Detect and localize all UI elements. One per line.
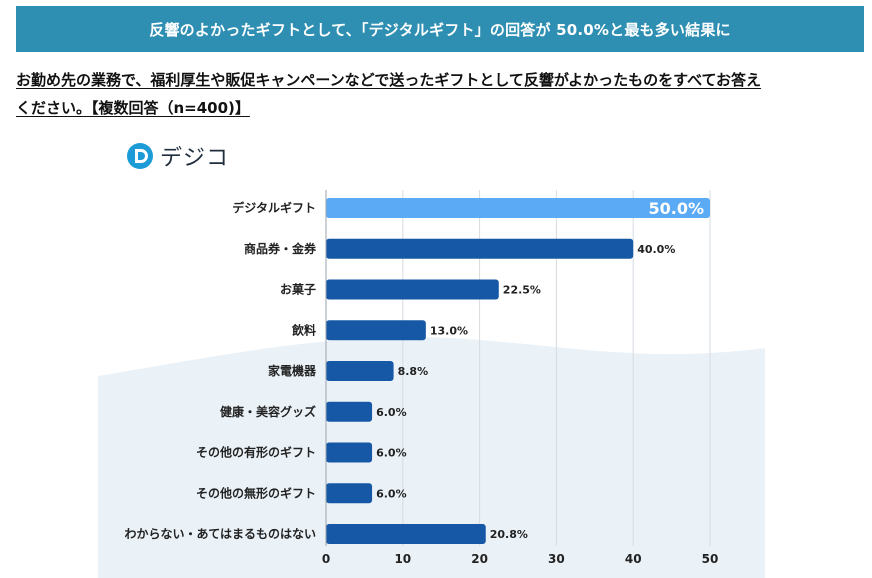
bar	[326, 238, 634, 259]
bar	[326, 361, 394, 381]
category-label: 健康・美容グッズ	[220, 404, 316, 419]
data-label: 6.0%	[376, 487, 407, 500]
brand-logo: デジコ	[126, 140, 229, 172]
data-label: 6.0%	[376, 406, 407, 419]
bar	[326, 524, 486, 544]
digico-logo-icon	[127, 143, 153, 169]
bar	[326, 198, 710, 218]
x-tick-label: 30	[548, 552, 565, 566]
category-label: 家電機器	[268, 363, 317, 378]
category-label: お菓子	[280, 282, 316, 297]
x-tick-label: 50	[702, 552, 719, 566]
data-label: 6.0%	[376, 447, 407, 460]
category-label: デジタルギフト	[232, 200, 316, 215]
category-label: わからない・あてはまるものはない	[124, 527, 316, 541]
data-label: 22.5%	[503, 284, 541, 297]
category-label: 商品券・金券	[244, 241, 317, 256]
category-label: その他の有形のギフト	[196, 445, 316, 460]
data-label: 13.0%	[430, 324, 468, 337]
question-line-1: お勤め先の業務で、福利厚生や販促キャンペーンなどで送ったギフトとして反響がよかっ…	[16, 71, 762, 89]
data-label: 20.8%	[490, 528, 528, 541]
survey-question: お勤め先の業務で、福利厚生や販促キャンペーンなどで送ったギフトとして反響がよかっ…	[16, 66, 866, 122]
data-label: 40.0%	[637, 243, 675, 256]
bar	[326, 320, 426, 341]
category-label: 飲料	[291, 322, 316, 337]
x-tick-label: 10	[394, 552, 411, 566]
bar	[326, 279, 499, 300]
x-tick-label: 40	[625, 552, 642, 566]
bar	[326, 483, 373, 504]
category-label: その他の無形のギフト	[196, 485, 316, 500]
logo-text: デジコ	[160, 146, 230, 171]
headline-text: 反響のよかったギフトとして、「デジタルギフト」の回答が 50.0%と最も多い結果…	[149, 20, 731, 39]
data-label: 50.0%	[648, 199, 704, 218]
bar	[326, 442, 373, 463]
question-line-2: ください。【複数回答（n=400)】	[16, 99, 250, 117]
x-tick-label: 0	[322, 552, 330, 566]
headline-banner: 反響のよかったギフトとして、「デジタルギフト」の回答が 50.0%と最も多い結果…	[16, 6, 864, 52]
x-tick-label: 20	[471, 552, 488, 566]
bar	[326, 401, 373, 422]
data-label: 8.8%	[398, 365, 429, 378]
background-wave	[98, 337, 765, 578]
